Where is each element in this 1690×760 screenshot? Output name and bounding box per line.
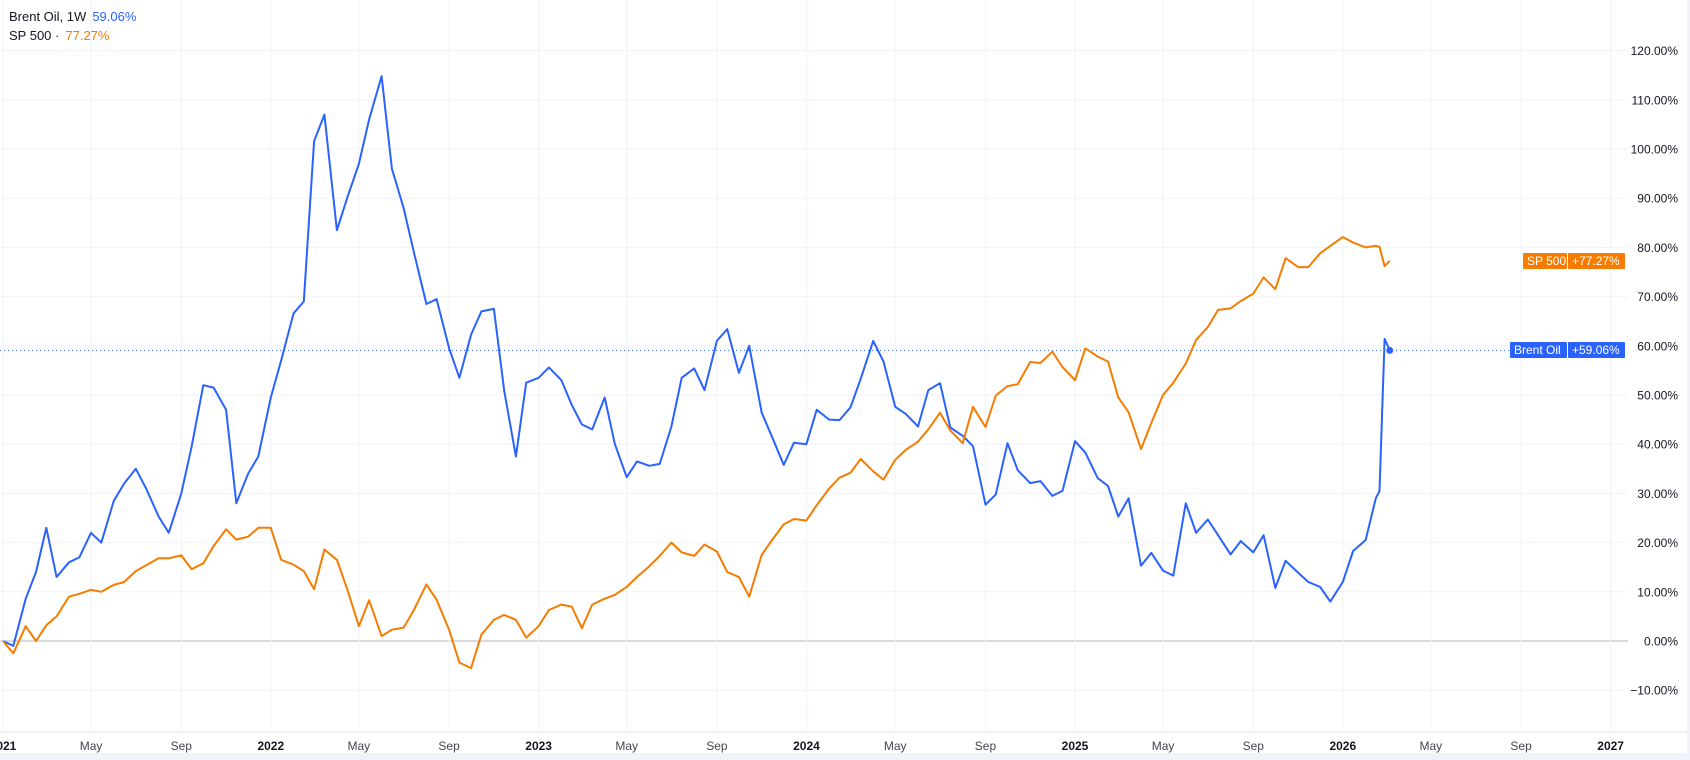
last-point-marker[interactable] [1386, 346, 1394, 354]
y-tick-label: 50.00% [1637, 389, 1678, 403]
x-tick-label: May [1152, 739, 1175, 753]
legend-dot: · [51, 28, 60, 43]
bottom-border [0, 753, 1690, 760]
y-tick-label: −10.00% [1630, 684, 1678, 698]
x-tick-label: May [884, 739, 907, 753]
x-tick-label: Sep [1510, 739, 1532, 753]
x-tick-label: 2022 [257, 739, 284, 753]
y-tick-label: 60.00% [1637, 339, 1678, 353]
y-tick-label: 10.00% [1637, 585, 1678, 599]
y-tick-label: 120.00% [1631, 44, 1679, 58]
series-line-sp-500 [2, 236, 1391, 670]
y-tick-label: 70.00% [1637, 290, 1678, 304]
x-tick-label: May [1420, 739, 1443, 753]
x-tick-label: Sep [438, 739, 460, 753]
y-tick-label: 40.00% [1637, 438, 1678, 452]
x-tick-label: Sep [975, 739, 997, 753]
legend-interval: , 1W [59, 9, 87, 24]
time-axis[interactable]: 2021 May Sep 2022 May Sep 2023 May Sep 2024 May Sep… [0, 731, 1687, 753]
price-axis[interactable]: 120.00% 110.00% 100.00% 90.00% 80.00% 70.00% 6… [1630, 44, 1678, 698]
y-tick-label: 100.00% [1631, 143, 1679, 157]
legend-value: 77.27% [65, 28, 110, 43]
x-tick-label: May [615, 739, 638, 753]
sp500-price-label: SP 500 [1523, 252, 1567, 269]
x-tick-label: 2024 [793, 739, 820, 753]
legend-series-name: Brent Oil [9, 9, 60, 24]
x-tick-label: 2026 [1329, 739, 1356, 753]
grid [0, 0, 1628, 732]
y-tick-label: 90.00% [1637, 192, 1678, 206]
sp500-price-value: +77.27% [1568, 252, 1625, 269]
brent-oil-price-label: Brent Oil [1510, 342, 1567, 359]
series-lines [0, 75, 1628, 670]
legend-brent-oil[interactable]: Brent Oil, 1W 59.06% [9, 7, 136, 26]
brent-oil-price-value: +59.06% [1568, 342, 1625, 359]
y-tick-label: 0.00% [1644, 635, 1678, 649]
legend-sp500[interactable]: SP 500 · 77.27% [9, 26, 136, 45]
y-tick-label: 30.00% [1637, 487, 1678, 501]
y-tick-label: 80.00% [1637, 241, 1678, 255]
legend-series-name: SP 500 [9, 28, 52, 43]
x-tick-label: Sep [1243, 739, 1265, 753]
x-tick-label: May [80, 739, 103, 753]
x-tick-label: Sep [171, 739, 193, 753]
x-tick-label: May [348, 739, 371, 753]
x-tick-label: 2023 [525, 739, 552, 753]
y-tick-label: 110.00% [1632, 93, 1679, 107]
right-border [1687, 0, 1690, 760]
legend-value: 59.06% [92, 9, 137, 24]
x-tick-label: 2021 [0, 739, 17, 753]
x-tick-label: Sep [706, 739, 728, 753]
x-tick-label: 2025 [1062, 739, 1089, 753]
x-tick-label: 2027 [1597, 739, 1624, 753]
legend: Brent Oil, 1W 59.06% SP 500 · 77.27% [9, 7, 136, 45]
series-line-brent-oil [2, 75, 1391, 647]
y-tick-label: 20.00% [1637, 536, 1678, 550]
